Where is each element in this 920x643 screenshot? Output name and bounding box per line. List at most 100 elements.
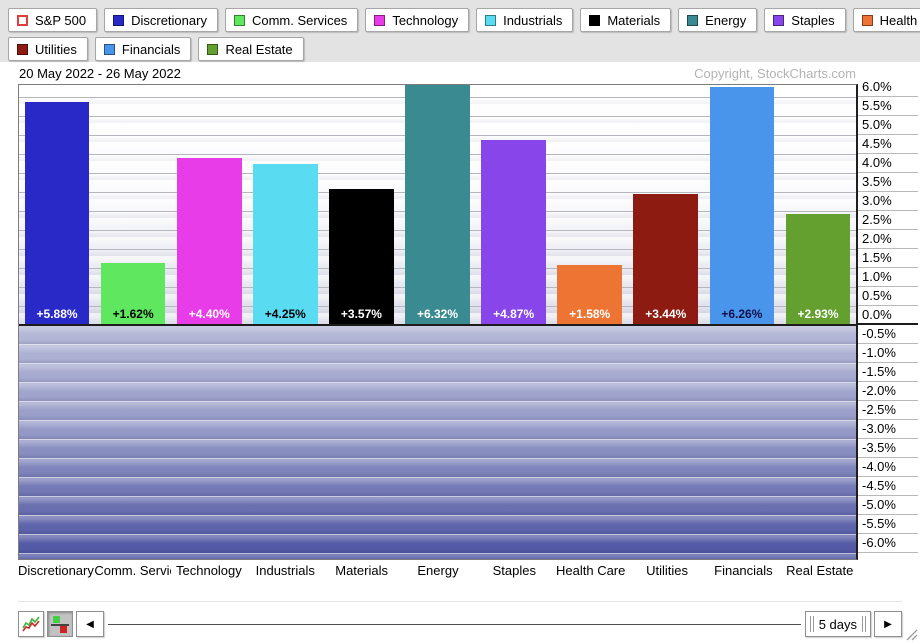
y-axis-gridline	[858, 286, 918, 287]
staples-swatch-icon	[773, 14, 785, 26]
bar-financials	[709, 87, 775, 325]
y-axis-gridline	[858, 457, 918, 458]
x-axis-label-financials: Financials	[714, 563, 773, 578]
legend-button-discretionary[interactable]: Discretionary	[104, 8, 218, 32]
legend-label: Utilities	[35, 41, 77, 57]
x-axis-label-health-care: Health Care	[556, 563, 626, 578]
materials-swatch-icon	[589, 14, 601, 26]
legend-button-health-care[interactable]: Health Care	[852, 8, 920, 32]
gridline	[19, 534, 856, 535]
y-axis-label: 3.5%	[862, 174, 892, 189]
y-axis-label: -3.0%	[862, 421, 896, 436]
bar-industrials	[252, 163, 318, 325]
y-axis-gridline	[858, 96, 918, 97]
y-axis-label: 5.5%	[862, 98, 892, 113]
y-axis: 6.0% 5.5% 5.0% 4.5% 4.0% 3.5% 3.0% 2.5% 2.0% 1.5%…	[858, 79, 918, 560]
bar-staples	[481, 139, 546, 325]
utilities-swatch-icon	[17, 43, 28, 55]
legend-label: Staples	[791, 12, 835, 28]
x-axis-label-energy: Energy	[417, 563, 459, 578]
copyright: Copyright, StockCharts.com	[694, 65, 856, 81]
bar-cell-health-care: +1.58%	[552, 85, 628, 325]
y-axis-label: 0.5%	[862, 288, 892, 303]
legend-button-real-estate[interactable]: Real Estate	[198, 37, 304, 61]
legend-button-utilities[interactable]: Utilities	[8, 37, 88, 61]
bar-cell-materials: +3.57%	[323, 85, 399, 325]
bar-cell-staples: +4.87%	[476, 85, 552, 325]
resize-grip-icon[interactable]	[905, 628, 918, 641]
y-axis-gridline	[858, 362, 918, 363]
x-axis-label-technology: Technology	[176, 563, 242, 578]
histogram-mode-button[interactable]	[47, 611, 73, 637]
industrials-swatch-icon	[485, 14, 497, 26]
y-axis-gridline	[858, 115, 918, 116]
legend-label: Health Care	[879, 12, 920, 28]
bar-real-estate	[785, 213, 851, 325]
legend-label: Industrials	[503, 12, 563, 28]
bar-discretionary	[24, 101, 90, 325]
y-axis-label: -5.5%	[862, 516, 896, 531]
legend-label: S&P 500	[35, 12, 87, 28]
discretionary-swatch-icon	[113, 14, 125, 26]
gridline	[19, 477, 856, 478]
health-care-swatch-icon	[861, 14, 873, 26]
legend-button-technology[interactable]: Technology	[365, 8, 470, 32]
gridline	[19, 496, 856, 497]
period-range-handle[interactable]: 5 days	[804, 611, 871, 637]
bar-cell-financials: +6.26%	[704, 85, 780, 325]
handle-grip-left-icon	[809, 616, 814, 632]
x-axis-label-real-estate: Real Estate	[786, 563, 854, 578]
y-axis-gridline	[858, 476, 918, 477]
handle-grip-right-icon	[862, 616, 866, 632]
legend-button-energy[interactable]: Energy	[678, 8, 758, 32]
y-axis-gridline	[858, 533, 918, 534]
y-axis-label: -3.5%	[862, 440, 896, 455]
x-axis-label-discretionary: Discretionary	[18, 563, 94, 578]
y-axis-zero-line	[858, 323, 918, 325]
gridline	[19, 401, 856, 402]
y-axis-label: 4.5%	[862, 136, 892, 151]
legend-row-2: Utilities Financials Real Estate	[8, 37, 912, 61]
legend: S&P 500 Discretionary Comm. Services Techno…	[0, 0, 920, 62]
x-axis-label-utilities: Utilities	[646, 563, 688, 578]
y-axis-label: -5.0%	[862, 497, 896, 512]
legend-label: Comm. Services	[251, 12, 348, 28]
bars: +5.88% +1.62% +4.40% +4.25% +3.57% +6.32% +4.8…	[19, 85, 856, 325]
gridline	[19, 439, 856, 440]
bar-cell-real-estate: +2.93%	[780, 85, 856, 325]
legend-label: Technology	[392, 12, 459, 28]
scroll-right-button[interactable]: ▶	[874, 611, 902, 637]
scroll-left-button[interactable]: ◀	[76, 611, 104, 637]
y-axis-gridline	[858, 248, 918, 249]
plot-area: +5.88% +1.62% +4.40% +4.25% +3.57% +6.32% +4.8…	[18, 84, 858, 560]
technology-swatch-icon	[374, 14, 386, 26]
bar-materials	[329, 189, 394, 325]
bar-technology	[176, 157, 242, 325]
gridline	[19, 458, 856, 459]
y-axis-label: 6.0%	[862, 79, 892, 94]
x-axis-label-staples: Staples	[492, 563, 537, 578]
legend-button-financials[interactable]: Financials	[94, 37, 192, 61]
legend-button-materials[interactable]: Materials	[580, 8, 672, 32]
energy-swatch-icon	[687, 14, 699, 26]
y-axis-label: 5.0%	[862, 117, 892, 132]
line-chart-mode-button[interactable]	[18, 611, 44, 637]
bar-cell-discretionary: +5.88%	[19, 85, 95, 325]
legend-button-staples[interactable]: Staples	[764, 8, 846, 32]
real-estate-swatch-icon	[207, 43, 219, 55]
legend-button-s-p-500[interactable]: S&P 500	[8, 8, 98, 32]
gridline	[19, 515, 856, 516]
slider-track[interactable]	[108, 623, 801, 625]
bar-energy	[405, 85, 470, 325]
legend-button-industrials[interactable]: Industrials	[476, 8, 574, 32]
legend-button-comm-services[interactable]: Comm. Services	[224, 8, 359, 32]
s-p-500-swatch-icon	[17, 14, 28, 26]
bar-cell-energy: +6.32%	[399, 85, 475, 325]
line-chart-mode-icon	[22, 616, 40, 632]
bar-value-label: +1.58%	[569, 307, 611, 321]
y-axis-gridline	[858, 343, 918, 344]
y-axis-gridline	[858, 495, 918, 496]
bar-comm-services	[100, 263, 166, 325]
y-axis-label: 3.0%	[862, 193, 892, 208]
bar-value-label: +3.57%	[340, 307, 382, 321]
